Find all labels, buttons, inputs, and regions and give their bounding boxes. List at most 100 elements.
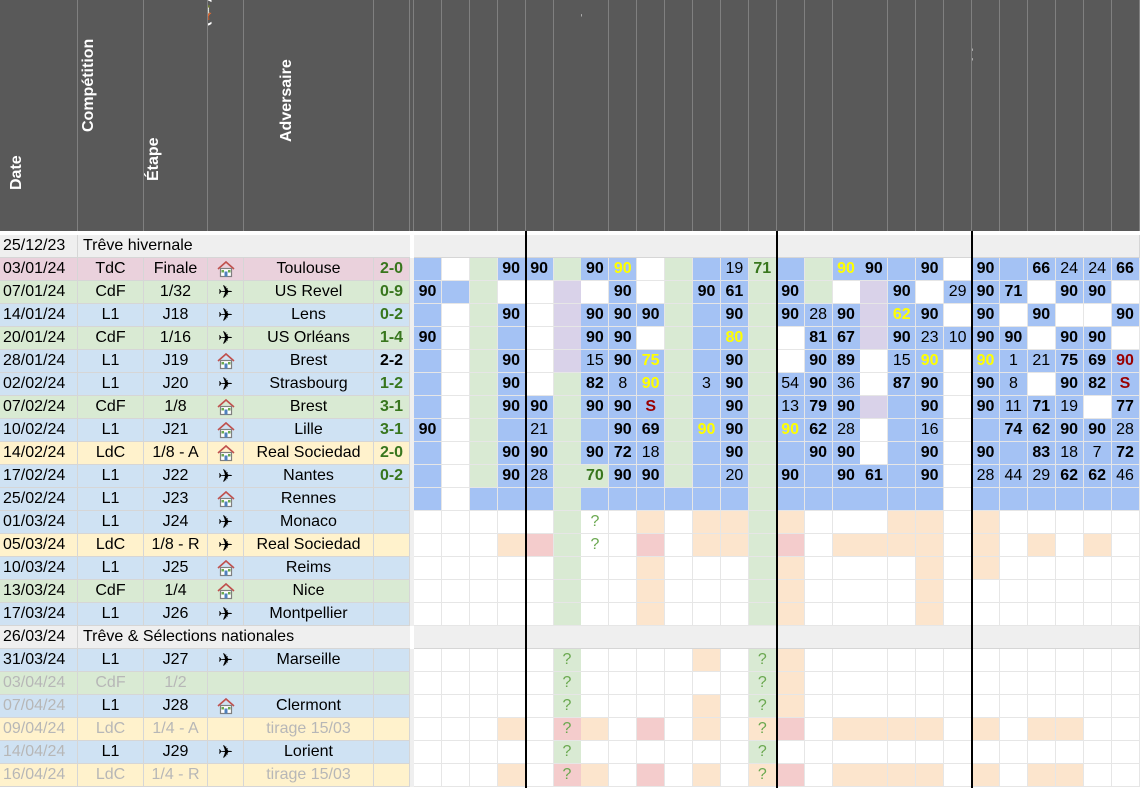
minutes-cell[interactable]: 69 [637, 419, 666, 442]
minutes-cell[interactable] [693, 350, 721, 373]
minutes-cell[interactable] [525, 764, 554, 787]
header-domext[interactable]: Dom (🏠) ou Ext (✈) [208, 0, 244, 231]
row-adversaire[interactable]: tirage 15/03 [244, 718, 374, 741]
player-header-26[interactable]: 26 - Mukiele [693, 0, 721, 231]
minutes-cell[interactable]: 19 [1055, 396, 1084, 419]
header-score[interactable]: Score [374, 0, 410, 231]
player-header-23[interactable]: 23 - Kolo Muani [1083, 0, 1112, 231]
minutes-cell[interactable] [581, 580, 610, 603]
minutes-cell[interactable] [414, 764, 442, 787]
minutes-cell[interactable]: 90 [525, 258, 554, 281]
minutes-cell[interactable]: 8 [999, 373, 1028, 396]
minutes-cell[interactable] [860, 281, 889, 304]
minutes-cell[interactable]: 90 [916, 304, 945, 327]
minutes-cell[interactable] [860, 511, 889, 534]
minutes-cell[interactable] [1111, 534, 1140, 557]
minutes-cell[interactable] [665, 695, 694, 718]
minutes-cell[interactable] [972, 718, 1000, 741]
minutes-cell[interactable]: 36 [832, 373, 861, 396]
minutes-cell[interactable] [414, 511, 442, 534]
minutes-cell[interactable] [497, 511, 526, 534]
minutes-cell[interactable] [1027, 649, 1056, 672]
row-adversaire[interactable]: Toulouse [244, 258, 374, 281]
minutes-cell[interactable]: 80 [720, 327, 749, 350]
minutes-cell[interactable]: ? [748, 695, 777, 718]
minutes-cell[interactable] [1083, 603, 1112, 626]
minutes-cell[interactable]: 90 [916, 465, 945, 488]
minutes-cell[interactable]: ? [748, 718, 777, 741]
minutes-cell[interactable] [1083, 534, 1112, 557]
minutes-cell[interactable] [553, 327, 582, 350]
minutes-cell[interactable] [776, 764, 805, 787]
minutes-cell[interactable] [693, 580, 721, 603]
minutes-cell[interactable]: 90 [1083, 419, 1112, 442]
minutes-cell[interactable] [414, 534, 442, 557]
minutes-cell[interactable]: 67 [832, 327, 861, 350]
row-adversaire[interactable]: Lens [244, 304, 374, 327]
minutes-cell[interactable] [832, 534, 861, 557]
minutes-cell[interactable] [748, 327, 777, 350]
minutes-cell[interactable]: 28 [525, 465, 554, 488]
minutes-cell[interactable] [999, 672, 1028, 695]
minutes-cell[interactable] [748, 488, 777, 511]
minutes-cell[interactable]: 7 [1083, 442, 1112, 465]
minutes-cell[interactable] [469, 557, 498, 580]
minutes-cell[interactable] [693, 695, 721, 718]
minutes-cell[interactable]: 81 [804, 327, 833, 350]
row-adversaire[interactable]: Brest [244, 396, 374, 419]
minutes-cell[interactable] [693, 304, 721, 327]
row-adversaire[interactable]: Lille [244, 419, 374, 442]
minutes-cell[interactable]: 90 [720, 396, 749, 419]
minutes-cell[interactable]: 90 [414, 327, 442, 350]
header-date[interactable]: Date [0, 0, 78, 231]
minutes-cell[interactable] [553, 488, 582, 511]
minutes-cell[interactable] [665, 718, 694, 741]
minutes-cell[interactable] [804, 465, 833, 488]
minutes-cell[interactable] [497, 718, 526, 741]
player-header-7[interactable]: 7 - Mbappé [972, 0, 1000, 231]
minutes-cell[interactable]: 90 [497, 465, 526, 488]
minutes-cell[interactable] [469, 718, 498, 741]
minutes-cell[interactable] [525, 718, 554, 741]
minutes-cell[interactable] [748, 557, 777, 580]
minutes-cell[interactable] [665, 741, 694, 764]
minutes-cell[interactable] [525, 534, 554, 557]
minutes-cell[interactable]: 90 [916, 396, 945, 419]
minutes-cell[interactable] [944, 488, 973, 511]
minutes-cell[interactable] [441, 327, 470, 350]
minutes-cell[interactable] [1027, 557, 1056, 580]
minutes-cell[interactable] [944, 764, 973, 787]
minutes-cell[interactable]: 90 [525, 396, 554, 419]
minutes-cell[interactable] [581, 764, 610, 787]
row-adversaire[interactable]: Clermont [244, 695, 374, 718]
minutes-cell[interactable]: 90 [972, 373, 1000, 396]
minutes-cell[interactable] [665, 534, 694, 557]
minutes-cell[interactable]: 90 [720, 419, 749, 442]
minutes-cell[interactable]: 79 [804, 396, 833, 419]
minutes-cell[interactable]: ? [553, 672, 582, 695]
minutes-cell[interactable] [553, 603, 582, 626]
minutes-cell[interactable] [1083, 718, 1112, 741]
minutes-cell[interactable]: 90 [1111, 304, 1140, 327]
player-header-29[interactable]: 29 - Barcola [1111, 0, 1140, 231]
minutes-cell[interactable] [497, 534, 526, 557]
minutes-cell[interactable] [497, 764, 526, 787]
row-adversaire[interactable]: Rennes [244, 488, 374, 511]
minutes-cell[interactable] [497, 603, 526, 626]
minutes-cell[interactable] [832, 764, 861, 787]
player-header-21[interactable]: 21 - Hernandez [637, 0, 666, 231]
minutes-cell[interactable] [944, 304, 973, 327]
minutes-cell[interactable]: 90 [916, 350, 945, 373]
minutes-cell[interactable]: 69 [1083, 350, 1112, 373]
minutes-cell[interactable] [469, 396, 498, 419]
minutes-cell[interactable] [888, 511, 917, 534]
minutes-cell[interactable] [776, 258, 805, 281]
minutes-cell[interactable]: 90 [720, 304, 749, 327]
minutes-cell[interactable] [469, 442, 498, 465]
minutes-cell[interactable] [637, 718, 666, 741]
minutes-cell[interactable] [944, 258, 973, 281]
minutes-cell[interactable] [581, 557, 610, 580]
minutes-cell[interactable] [553, 350, 582, 373]
minutes-cell[interactable]: 70 [581, 465, 610, 488]
minutes-cell[interactable] [553, 258, 582, 281]
